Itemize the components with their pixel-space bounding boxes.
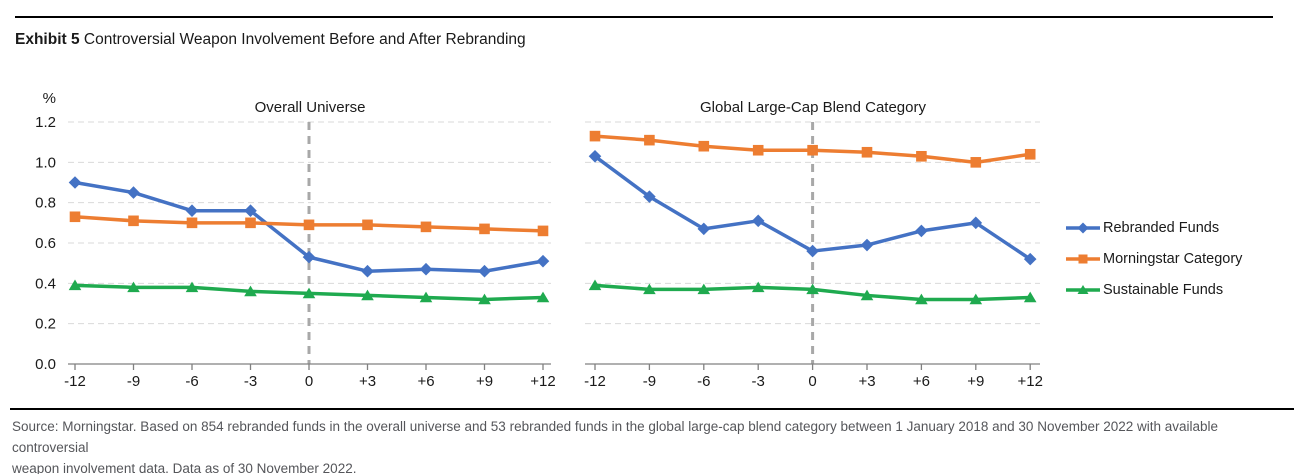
- legend-marker-morningstar-category-icon: [1066, 254, 1100, 263]
- svg-text:+12: +12: [1017, 373, 1042, 390]
- svg-text:0.0: 0.0: [35, 356, 56, 373]
- chart-global-large-cap-blend: -12 -9 -6 -3 0 +3 +6 +9 +12: [584, 121, 1043, 390]
- svg-text:+12: +12: [530, 373, 555, 390]
- legend-label-morningstar-category: Morningstar Category: [1103, 250, 1243, 267]
- legend: Rebranded Funds Morningstar Category Sus…: [1066, 212, 1242, 305]
- legend-item-morningstar-category: Morningstar Category: [1066, 243, 1242, 274]
- svg-text:-12: -12: [584, 373, 606, 390]
- legend-marker-sustainable-funds-icon: [1066, 284, 1100, 294]
- svg-text:-9: -9: [643, 373, 656, 390]
- svg-text:0.6: 0.6: [35, 235, 56, 252]
- chart-title-global-large-cap-blend: Global Large-Cap Blend Category: [700, 99, 926, 116]
- legend-label-sustainable-funds: Sustainable Funds: [1103, 281, 1224, 298]
- svg-text:0: 0: [305, 373, 313, 390]
- x-axis: [585, 363, 1040, 370]
- top-divider: [15, 16, 1273, 18]
- series-morningstar-category: [589, 130, 1036, 168]
- legend-marker-rebranded-funds-icon: [1066, 222, 1100, 233]
- svg-text:-9: -9: [127, 373, 140, 390]
- svg-text:+3: +3: [858, 373, 875, 390]
- footer-divider: [10, 408, 1294, 410]
- svg-text:-12: -12: [64, 373, 86, 390]
- svg-text:-6: -6: [697, 373, 710, 390]
- svg-text:+9: +9: [476, 373, 493, 390]
- legend-item-sustainable-funds: Sustainable Funds: [1066, 274, 1242, 305]
- svg-text:1.2: 1.2: [35, 114, 56, 131]
- svg-text:+3: +3: [359, 373, 376, 390]
- source-note: Source: Morningstar. Based on 854 rebran…: [12, 416, 1292, 474]
- series-morningstar-category: [69, 211, 549, 237]
- exhibit-title-text: Controversial Weapon Involvement Before …: [83, 31, 526, 48]
- x-tick-labels: -12 -9 -6 -3 0 +3 +6 +9 +12: [584, 373, 1043, 390]
- svg-text:0.4: 0.4: [35, 275, 56, 292]
- svg-text:0: 0: [808, 373, 816, 390]
- y-tick-labels: 0.0 0.2 0.4 0.6 0.8 1.0 1.2: [35, 114, 56, 373]
- chart-overall-universe: -12 -9 -6 -3 0 +3 +6 +9 +12 0.0 0.2 0.4 0.6 0.8 1.0 1.2: [35, 114, 556, 390]
- svg-text:+6: +6: [417, 373, 434, 390]
- svg-text:0.8: 0.8: [35, 195, 56, 212]
- svg-text:+9: +9: [967, 373, 984, 390]
- chart-title-overall-universe: Overall Universe: [254, 99, 366, 116]
- series-rebranded-funds: [588, 149, 1037, 266]
- x-tick-labels: -12 -9 -6 -3 0 +3 +6 +9 +12: [64, 373, 556, 390]
- legend-item-rebranded-funds: Rebranded Funds: [1066, 212, 1242, 243]
- svg-text:-3: -3: [752, 373, 765, 390]
- x-axis: [68, 363, 551, 370]
- series-sustainable-funds: [588, 279, 1037, 305]
- svg-text:+6: +6: [913, 373, 930, 390]
- svg-text:-3: -3: [244, 373, 257, 390]
- series-sustainable-funds: [68, 279, 550, 305]
- page-title: Exhibit 5 Controversial Weapon Involveme…: [15, 31, 526, 49]
- legend-label-rebranded-funds: Rebranded Funds: [1103, 219, 1220, 236]
- svg-text:1.0: 1.0: [35, 154, 56, 171]
- svg-text:-6: -6: [185, 373, 198, 390]
- source-note-line1: Source: Morningstar. Based on 854 rebran…: [12, 419, 1219, 455]
- exhibit-number: Exhibit 5: [15, 31, 80, 48]
- y-axis-unit-label: %: [42, 90, 56, 107]
- source-note-line2: weapon involvement data. Data as of 30 N…: [12, 461, 357, 474]
- svg-text:0.2: 0.2: [35, 316, 56, 333]
